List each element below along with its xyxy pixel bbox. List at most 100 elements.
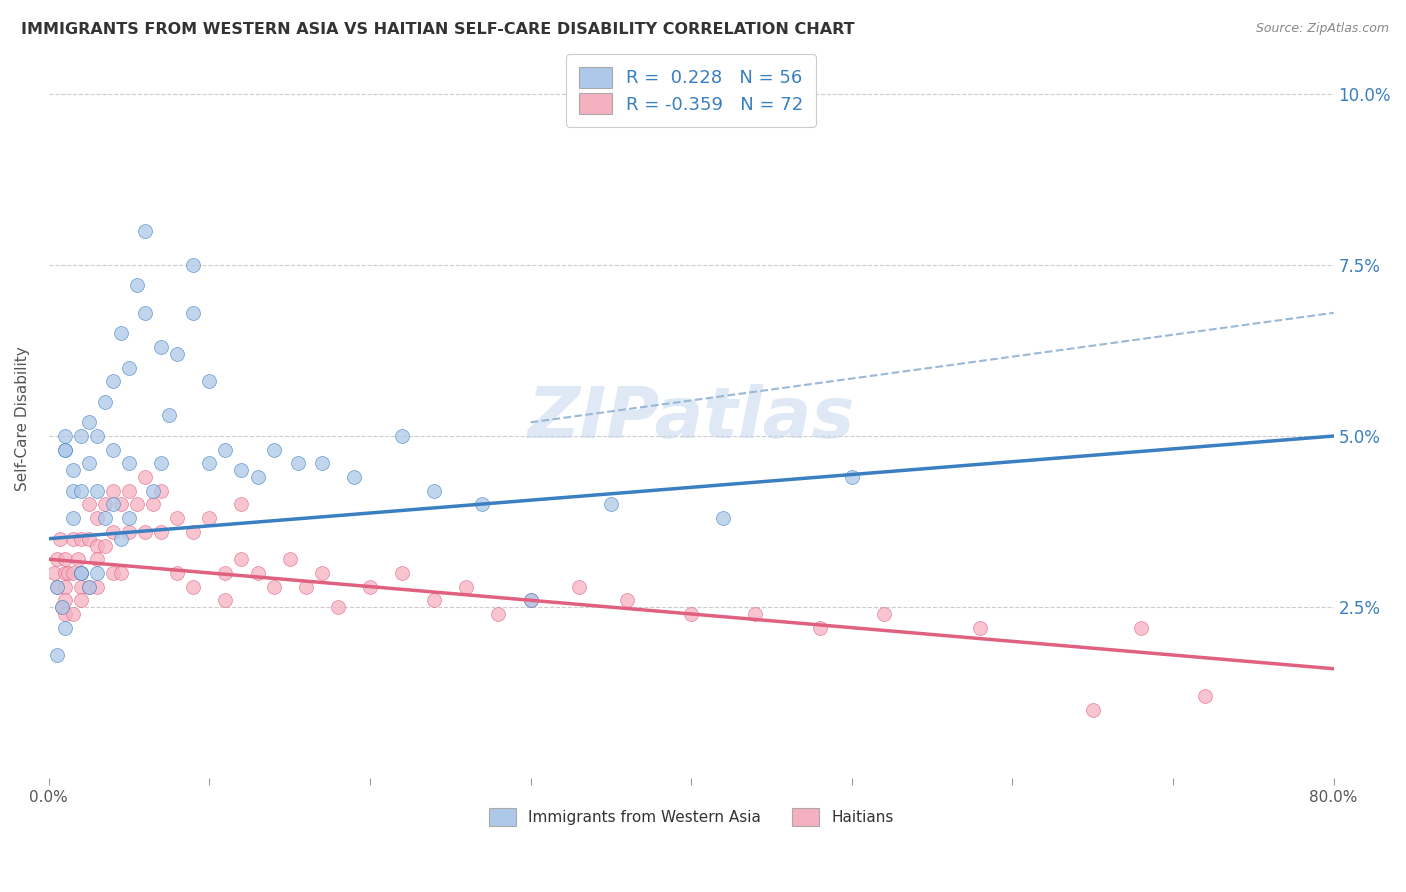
Point (53, 552, 76, 566)
Point (287, 457, 309, 471)
Point (873, 607, 896, 621)
Point (77, 532, 100, 546)
Point (118, 511, 141, 525)
Point (94, 394, 117, 409)
Point (77, 580, 100, 594)
Point (53, 442, 76, 457)
Point (311, 566, 333, 580)
Point (616, 593, 638, 607)
Point (359, 580, 381, 594)
Point (214, 566, 236, 580)
Point (1129, 621, 1152, 635)
Point (127, 278, 149, 293)
Point (70, 566, 93, 580)
Point (181, 258, 204, 272)
Point (391, 566, 413, 580)
Point (86, 483, 108, 498)
Point (77, 457, 100, 471)
Point (246, 470, 269, 484)
Point (51, 600, 73, 615)
Point (53, 429, 76, 443)
Point (519, 593, 541, 607)
Point (101, 524, 124, 539)
Point (246, 566, 269, 580)
Point (326, 600, 349, 615)
Point (568, 580, 591, 594)
Point (391, 429, 413, 443)
Point (94, 539, 117, 553)
Point (166, 566, 188, 580)
Point (841, 470, 863, 484)
Point (134, 470, 156, 484)
Point (214, 593, 236, 607)
Point (294, 580, 316, 594)
Point (150, 457, 173, 471)
Text: IMMIGRANTS FROM WESTERN ASIA VS HAITIAN SELF-CARE DISABILITY CORRELATION CHART: IMMIGRANTS FROM WESTERN ASIA VS HAITIAN … (21, 22, 855, 37)
Point (166, 511, 188, 525)
Point (86, 429, 108, 443)
Point (110, 498, 132, 512)
Point (134, 524, 156, 539)
Point (198, 457, 221, 471)
Point (53, 621, 76, 635)
Point (70, 483, 93, 498)
Point (711, 511, 734, 525)
Point (311, 457, 333, 471)
Point (94, 498, 117, 512)
Point (53, 442, 76, 457)
Point (231, 498, 253, 512)
Point (969, 621, 991, 635)
Point (62, 607, 84, 621)
Point (70, 593, 93, 607)
Point (70, 532, 93, 546)
Point (42, 566, 65, 580)
Point (94, 511, 117, 525)
Point (101, 442, 124, 457)
Point (53, 593, 76, 607)
Point (263, 442, 285, 457)
Point (278, 552, 301, 566)
Point (66, 552, 89, 566)
Point (263, 580, 285, 594)
Point (110, 326, 132, 341)
Point (488, 607, 510, 621)
Point (599, 498, 621, 512)
Point (53, 566, 76, 580)
Point (86, 511, 108, 525)
Point (808, 621, 831, 635)
Point (423, 593, 446, 607)
Point (53, 607, 76, 621)
Point (471, 498, 494, 512)
Point (181, 306, 204, 320)
Point (77, 415, 100, 429)
Point (86, 566, 108, 580)
Point (101, 374, 124, 388)
Point (56, 566, 79, 580)
Point (110, 532, 132, 546)
Point (45, 580, 67, 594)
Text: Source: ZipAtlas.com: Source: ZipAtlas.com (1256, 22, 1389, 36)
Point (118, 360, 141, 375)
Point (101, 566, 124, 580)
Point (118, 457, 141, 471)
Point (519, 593, 541, 607)
Y-axis label: Self-Care Disability: Self-Care Disability (15, 346, 30, 491)
Point (77, 498, 100, 512)
Point (53, 580, 76, 594)
Point (423, 483, 446, 498)
Legend: Immigrants from Western Asia, Haitians: Immigrants from Western Asia, Haitians (479, 799, 903, 835)
Point (343, 470, 366, 484)
Point (231, 463, 253, 477)
Point (101, 498, 124, 512)
Point (214, 442, 236, 457)
Point (150, 483, 173, 498)
Point (118, 524, 141, 539)
Point (127, 498, 149, 512)
Point (110, 566, 132, 580)
Point (1194, 689, 1216, 703)
Text: ZIPatlas: ZIPatlas (527, 384, 855, 453)
Point (456, 580, 478, 594)
Point (101, 483, 124, 498)
Point (70, 580, 93, 594)
Point (181, 580, 204, 594)
